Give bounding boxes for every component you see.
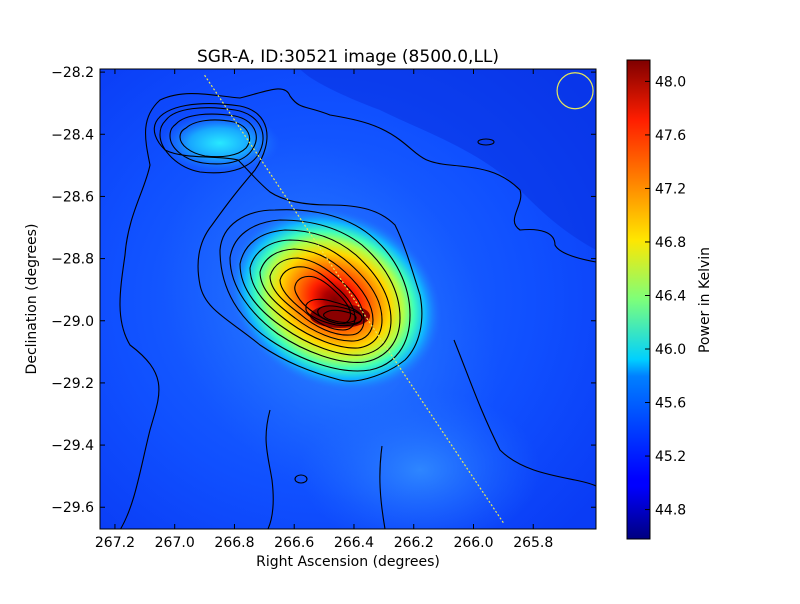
contour-8 bbox=[269, 257, 365, 336]
colorbar-label: Power in Kelvin bbox=[697, 247, 713, 353]
contour-lines bbox=[119, 88, 596, 529]
x-tick-label: 266.6 bbox=[274, 535, 314, 551]
x-tick-label: 266.4 bbox=[334, 535, 374, 551]
contour-blob-bottom bbox=[294, 474, 308, 484]
colorbar-tick-label: 45.6 bbox=[655, 396, 686, 412]
secondary-source bbox=[160, 113, 280, 173]
contour-12 bbox=[317, 305, 363, 325]
contour-4 bbox=[229, 219, 401, 363]
contour-lower-right bbox=[453, 339, 596, 487]
contour-13 bbox=[323, 309, 357, 324]
x-tick-label: 267.2 bbox=[95, 535, 135, 551]
x-tick-label: 267.0 bbox=[155, 535, 195, 551]
plot-frame bbox=[99, 68, 597, 530]
y-tick-label: −28.2 bbox=[51, 65, 94, 81]
contour-blob-right bbox=[477, 138, 495, 146]
y-tick-label: −29.2 bbox=[51, 376, 94, 392]
contour-5 bbox=[239, 229, 392, 356]
contour-lower-mid bbox=[379, 445, 386, 529]
colorbar-tick-label: 45.2 bbox=[655, 449, 686, 465]
chart-title: SGR-A, ID:30521 image (8500.0,LL) bbox=[197, 47, 499, 67]
colorbar-tick-label: 46.8 bbox=[655, 235, 686, 251]
y-axis-label: Declination (degrees) bbox=[24, 224, 40, 375]
colorbar-tick-label: 48.0 bbox=[655, 74, 686, 90]
colorbar-gradient bbox=[626, 59, 651, 540]
x-axis: 267.2 267.0 266.8 266.6 266.4 266.2 266.0 265.8 bbox=[95, 69, 553, 551]
contour-7 bbox=[259, 248, 374, 342]
low-emission-region bbox=[300, 69, 596, 250]
lower-emission bbox=[300, 390, 540, 529]
colorbar-tick-label: 46.4 bbox=[655, 288, 686, 304]
y-tick-label: −28.6 bbox=[51, 189, 94, 205]
contour-sec-3 bbox=[179, 119, 251, 158]
colorbar-tick-label: 46.0 bbox=[655, 342, 686, 358]
contour-2 bbox=[153, 103, 423, 382]
contour-sec-1 bbox=[159, 107, 264, 174]
y-tick-label: −29.0 bbox=[51, 314, 94, 330]
colorbar-tick-label: 47.6 bbox=[655, 128, 686, 144]
colorbar-ticks: 44.8 45.2 45.6 46.0 46.4 46.8 47.2 47.6 48.0 bbox=[645, 74, 686, 519]
beam-marker-circle bbox=[556, 72, 594, 110]
contour-10 bbox=[294, 275, 352, 325]
y-tick-label: −29.6 bbox=[51, 500, 94, 516]
colorbar-tick-label: 44.8 bbox=[655, 503, 686, 519]
contour-3 bbox=[219, 209, 411, 372]
contour-outer bbox=[119, 88, 596, 529]
y-axis: −28.2 −28.4 −28.6 −28.8 −29.0 −29.2 −29.4 −29.6 bbox=[51, 65, 596, 516]
contour-lower-left bbox=[265, 409, 274, 529]
colorbar-tick-label: 47.2 bbox=[655, 181, 686, 197]
plot-area bbox=[99, 68, 597, 530]
x-tick-label: 266.0 bbox=[453, 535, 493, 551]
x-tick-label: 266.2 bbox=[394, 535, 434, 551]
y-tick-label: −29.4 bbox=[51, 438, 94, 454]
colorbar: 44.8 45.2 45.6 46.0 46.4 46.8 47.2 47.6 48.0 Pow… bbox=[626, 59, 713, 540]
contour-sec-2 bbox=[169, 113, 257, 165]
contour-6 bbox=[249, 239, 383, 349]
x-axis-label: Right Ascension (degrees) bbox=[256, 554, 440, 570]
contour-9 bbox=[279, 266, 356, 331]
y-tick-label: −28.4 bbox=[51, 127, 94, 143]
y-tick-label: −28.8 bbox=[51, 252, 94, 268]
x-tick-label: 266.8 bbox=[214, 535, 254, 551]
x-tick-label: 265.8 bbox=[513, 535, 553, 551]
scan-track-line bbox=[204, 74, 504, 524]
